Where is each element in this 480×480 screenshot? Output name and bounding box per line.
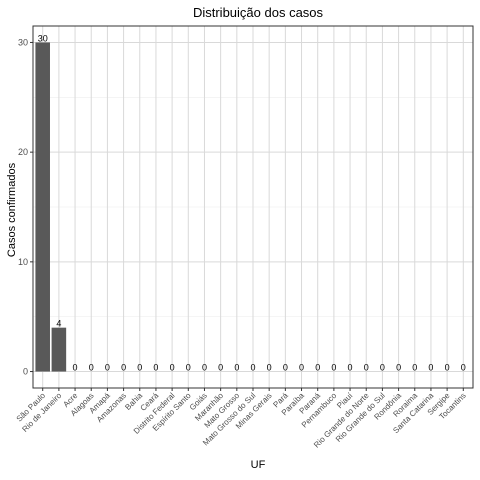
chart-title: Distribuição dos casos bbox=[193, 5, 324, 20]
data-label: 0 bbox=[137, 363, 142, 373]
bar bbox=[51, 327, 67, 372]
data-label: 0 bbox=[186, 363, 191, 373]
data-label: 4 bbox=[56, 319, 61, 329]
data-label: 0 bbox=[121, 363, 126, 373]
data-label: 0 bbox=[153, 363, 158, 373]
data-label: 0 bbox=[364, 363, 369, 373]
y-tick-label: 30 bbox=[18, 37, 28, 47]
y-tick-label: 10 bbox=[18, 257, 28, 267]
data-label: 0 bbox=[250, 363, 255, 373]
data-label: 0 bbox=[461, 363, 466, 373]
data-label: 0 bbox=[202, 363, 207, 373]
data-label: 0 bbox=[170, 363, 175, 373]
data-label: 0 bbox=[412, 363, 417, 373]
data-label: 0 bbox=[348, 363, 353, 373]
data-label: 0 bbox=[428, 363, 433, 373]
data-label: 0 bbox=[380, 363, 385, 373]
data-label: 0 bbox=[89, 363, 94, 373]
data-label: 0 bbox=[218, 363, 223, 373]
data-label: 0 bbox=[396, 363, 401, 373]
data-label: 0 bbox=[299, 363, 304, 373]
y-tick-label: 0 bbox=[23, 367, 28, 377]
bar bbox=[35, 42, 50, 372]
y-tick-label: 20 bbox=[18, 147, 28, 157]
plot-panel: 30 4 0 0 0 0 0 0 0 0 0 0 0 0 0 0 0 0 0 0 0 0 0 0 0 0 0 bbox=[32, 25, 474, 389]
data-label: 0 bbox=[283, 363, 288, 373]
x-axis-title: UF bbox=[251, 459, 266, 471]
data-label: 0 bbox=[105, 363, 110, 373]
data-label: 0 bbox=[234, 363, 239, 373]
data-label: 0 bbox=[315, 363, 320, 373]
data-label: 30 bbox=[38, 33, 48, 43]
data-label: 0 bbox=[73, 363, 78, 373]
data-label: 0 bbox=[331, 363, 336, 373]
data-label: 0 bbox=[445, 363, 450, 373]
data-label: 0 bbox=[267, 363, 272, 373]
y-axis-title: Casos confirmados bbox=[6, 162, 18, 257]
